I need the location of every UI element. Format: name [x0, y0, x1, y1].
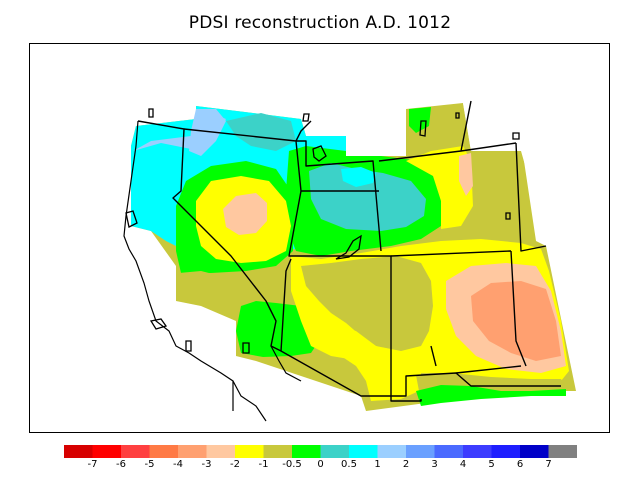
lake-north	[419, 120, 427, 137]
small-lake-7	[242, 342, 250, 354]
colorbar-tick-label: 6	[516, 459, 524, 470]
very-wet-spot	[341, 167, 376, 187]
colorbar-swatch	[149, 445, 179, 458]
great-salt-lake	[335, 234, 362, 260]
small-lake-8	[149, 318, 168, 330]
small-lake-1	[148, 108, 154, 118]
neutral-south-band	[421, 373, 566, 389]
map-title: PDSI reconstruction A.D. 1012	[188, 13, 452, 33]
neutral-sw-spot	[179, 271, 251, 311]
pdsi-map	[123, 100, 609, 422]
colorbar-tick-label: -3	[201, 459, 212, 470]
small-lake-2	[302, 113, 310, 122]
colorbar-swatch	[263, 445, 293, 458]
colorbar-swatch	[548, 445, 577, 458]
pacific-coastline	[123, 120, 234, 411]
wet-region-wyoming-inner	[309, 163, 426, 231]
colorbar-tick-label: -1	[258, 459, 269, 470]
colorbar-swatch	[463, 445, 492, 458]
map-panel	[29, 43, 610, 433]
slight-wet-south-band	[416, 385, 566, 406]
channel-islands	[125, 210, 138, 228]
neutral-new-mexico	[301, 256, 433, 351]
colorbar-swatch	[434, 445, 464, 458]
colorbar-swatch	[64, 445, 93, 458]
colorbar-tick-label: -2	[230, 459, 240, 470]
colorbar-tick-label: -5	[144, 459, 155, 470]
small-lake-6	[185, 340, 192, 352]
colorbar-tick-label: 5	[488, 459, 495, 470]
very-dry-core-southeast	[471, 281, 561, 361]
colorbar-swatch	[349, 445, 378, 458]
gulf-coastline	[270, 345, 302, 382]
small-lake-5	[455, 112, 460, 119]
extra-wet-patch-id	[189, 109, 226, 156]
colorbar-tick-label: -7	[87, 459, 98, 470]
colorbar-tick-label: 7	[545, 459, 552, 470]
colorbar	[64, 445, 577, 458]
colorbar-tick-label: 2	[402, 459, 410, 470]
colorbar-swatch	[178, 445, 207, 458]
slight-wet-southwest	[236, 301, 319, 357]
colorbar-swatch	[320, 445, 350, 458]
colorbar-swatch	[206, 445, 236, 458]
colorbar-tick-label: 1	[374, 459, 381, 470]
small-lake-3	[505, 212, 511, 220]
slight-dry-arizona	[336, 326, 419, 401]
slight-dry-north	[406, 146, 473, 229]
colorbar-tick-label: 0.5	[341, 459, 357, 470]
yellowstone-lake	[312, 145, 327, 162]
colorbar-tick-label: 0	[317, 459, 324, 470]
colorbar-tick-label: 4	[459, 459, 467, 470]
colorbar-swatch	[235, 445, 264, 458]
colorbar-labels: -7 -6 -5 -4 -3 -2 -1 -0.5 0 0.5 1 2 3 4 5 6 7	[0, 459, 640, 475]
colorbar-tick-label: 3	[431, 459, 438, 470]
colorbar-tick-label: -0.5	[282, 459, 302, 470]
small-lake-4	[512, 132, 520, 140]
excluded-area-idaho-ne	[306, 101, 406, 156]
wet-region-idaho	[226, 113, 296, 151]
colorbar-tick-label: -4	[173, 459, 183, 470]
colorbar-swatch	[292, 445, 321, 458]
baja-coastline	[232, 380, 267, 422]
colorbar-swatch	[377, 445, 407, 458]
colorbar-swatch	[406, 445, 435, 458]
colorbar-swatch	[121, 445, 150, 458]
dry-spot-north	[459, 153, 473, 196]
dry-core-nevada	[223, 193, 267, 235]
excluded-area-ne	[463, 101, 609, 244]
colorbar-swatch	[92, 445, 122, 458]
colorbar-swatch	[491, 445, 521, 458]
colorbar-tick-label: -6	[116, 459, 126, 470]
colorbar-swatch	[520, 445, 549, 458]
